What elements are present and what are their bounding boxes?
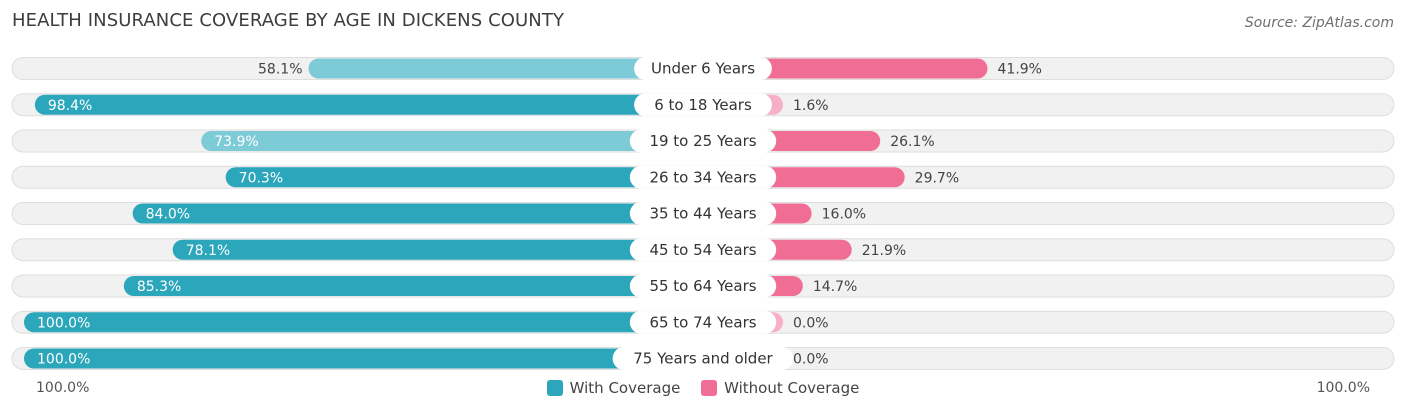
with-coverage-bar [34,94,703,115]
category-label: 75 Years and older [633,350,773,368]
with-coverage-bar [123,276,704,296]
with-coverage-value: 85.3% [137,279,181,295]
with-coverage-value: 100.0% [37,352,90,368]
category-pill [634,93,772,117]
axis-left-label: 100.0% [36,380,90,396]
without-coverage-value: 26.1% [890,134,934,150]
with-coverage-bar [172,239,704,260]
category-pill [629,310,777,334]
category-label: 19 to 25 Years [649,132,756,150]
with-coverage-bar [24,312,703,333]
category-label: 6 to 18 Years [654,96,752,114]
with-coverage-value: 98.4% [48,98,92,114]
without-coverage-swatch [701,380,718,396]
legend: With Coverage Without Coverage [0,379,1406,400]
category-label: 55 to 64 Years [649,277,756,295]
without-coverage-bar [703,58,988,79]
chart-title: HEALTH INSURANCE COVERAGE BY AGE IN DICK… [12,10,565,31]
without-coverage-value: 29.7% [915,170,959,186]
legend-without-label: Without Coverage [724,379,860,397]
category-pill [629,165,777,189]
category-label: 65 to 74 Years [649,313,756,331]
axis-right-label: 100.0% [1316,380,1370,396]
legend-item-without-coverage[interactable]: Without Coverage [701,379,859,397]
with-coverage-bar [201,131,703,151]
category-label: 35 to 44 Years [649,205,756,223]
category-pill [629,202,777,225]
without-coverage-value: 1.6% [793,98,829,114]
without-coverage-value: 0.0% [793,315,829,331]
with-coverage-value: 100.0% [37,315,90,331]
with-coverage-value: 78.1% [186,243,230,259]
legend-item-with-coverage[interactable]: With Coverage [546,379,681,397]
category-label: 45 to 54 Years [649,241,756,259]
category-pill [629,274,777,298]
category-label: 26 to 34 Years [649,168,756,186]
source-credit: Source: ZipAtlas.com [1244,15,1394,31]
without-coverage-value: 16.0% [822,207,866,223]
category-pill [634,57,772,80]
with-coverage-bar [132,203,703,224]
with-coverage-value: 70.3% [239,170,283,186]
with-coverage-bar [24,348,703,369]
without-coverage-value: 21.9% [862,243,906,259]
with-coverage-value: 58.1% [258,62,302,78]
category-label: Under 6 Years [651,60,755,78]
category-pill [629,238,777,262]
with-coverage-swatch [546,380,563,396]
with-coverage-bar [308,58,703,79]
legend-with-label: With Coverage [569,379,681,397]
category-pill [612,347,794,370]
with-coverage-bar [225,167,703,188]
without-coverage-value: 41.9% [998,62,1042,78]
category-pill [629,129,777,153]
with-coverage-value: 73.9% [214,134,258,150]
with-coverage-value: 84.0% [146,207,190,223]
without-coverage-value: 14.7% [813,279,857,295]
without-coverage-value: 0.0% [793,352,829,368]
